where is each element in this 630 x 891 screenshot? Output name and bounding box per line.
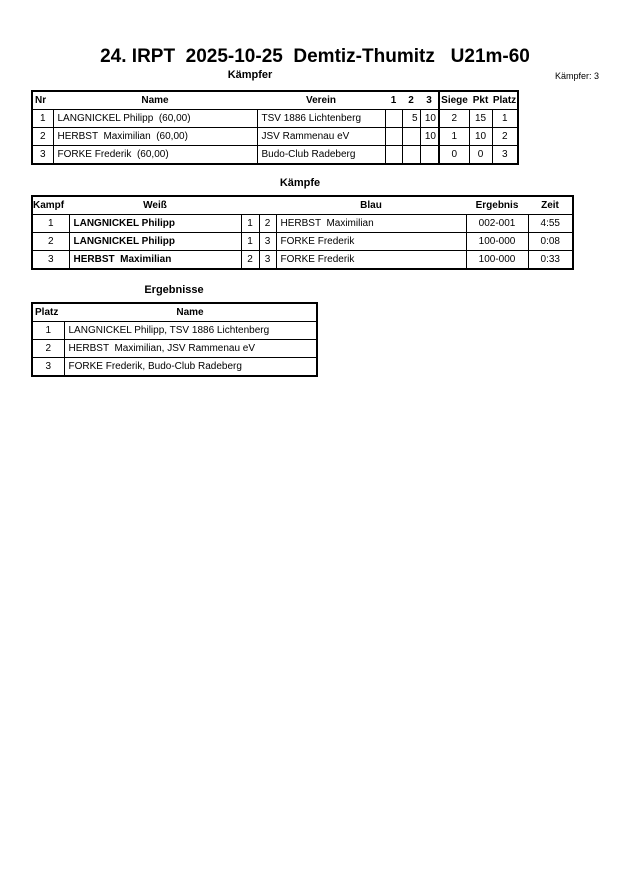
table-header: Kampf Weiß Blau Ergebnis Zeit [32, 196, 573, 215]
weiss: LANGNICKEL Philipp [68, 214, 242, 233]
nr: 2 [31, 127, 54, 146]
table-header: Nr Name Verein 1 2 3 Siege Pkt Platz [32, 91, 518, 110]
siege: 2 [438, 109, 470, 128]
name: LANGNICKEL Philipp, TSV 1886 Lichtenberg [63, 321, 318, 340]
kampf: 3 [31, 250, 70, 270]
fighter-count: Kämpfer: 3 [554, 71, 599, 81]
results-heading: Ergebnisse [144, 284, 204, 296]
score-1 [384, 109, 403, 128]
ergebnis: 100-000 [465, 232, 529, 251]
table-row: 1 LANGNICKEL Philipp 1 2 HERBST Maximilian 00… [31, 214, 574, 233]
col-2: 2 [402, 91, 420, 110]
pkt: 0 [468, 145, 493, 165]
col-nr: Nr [32, 91, 53, 110]
col-platz: Platz [32, 303, 64, 322]
name: FORKE Frederik, Budo-Club Radeberg [63, 357, 318, 377]
name: HERBST Maximilian, JSV Rammenau eV [63, 339, 318, 358]
table-header: Platz Name [32, 303, 317, 322]
score-3: 10 [419, 127, 440, 146]
score-1 [384, 145, 403, 165]
weiss-nr: 1 [240, 232, 260, 251]
siege: 0 [438, 145, 470, 165]
name: HERBST Maximilian (60,00) [52, 127, 258, 146]
table-row: 3 HERBST Maximilian 2 3 FORKE Frederik 100-00… [31, 250, 574, 270]
col-ergebnis: Ergebnis [466, 196, 528, 215]
platz: 3 [491, 145, 519, 165]
blau-nr: 2 [258, 214, 277, 233]
table-row: 1 LANGNICKEL Philipp, TSV 1886 Lichtenber… [31, 321, 318, 340]
weiss: HERBST Maximilian [68, 250, 242, 270]
nr: 1 [31, 109, 54, 128]
col-name: Name [53, 91, 257, 110]
fighters-heading: Kämpfer [227, 69, 273, 81]
zeit: 0:08 [527, 232, 574, 251]
table-row: 1 LANGNICKEL Philipp (60,00) TSV 1886 Lich… [31, 109, 519, 128]
name: FORKE Frederik (60,00) [52, 145, 258, 165]
platz: 1 [31, 321, 65, 340]
col-pkt: Pkt [469, 91, 492, 110]
blau-nr: 3 [258, 250, 277, 270]
table-row: 2 LANGNICKEL Philipp 1 3 FORKE Frederik 100-0… [31, 232, 574, 251]
table-row: 2 HERBST Maximilian (60,00) JSV Rammenau e… [31, 127, 519, 146]
blau-nr: 3 [258, 232, 277, 251]
table-row: 3 FORKE Frederik (60,00) Budo-Club Radeber… [31, 145, 519, 165]
col-name: Name [64, 303, 317, 322]
score-2 [401, 127, 421, 146]
zeit: 0:33 [527, 250, 574, 270]
verein: JSV Rammenau eV [256, 127, 386, 146]
weiss-nr: 2 [240, 250, 260, 270]
results-table: Platz Name 1 LANGNICKEL Philipp, TSV 1886… [31, 302, 318, 377]
platz: 3 [31, 357, 65, 377]
platz: 1 [491, 109, 519, 128]
col-siege: Siege [438, 91, 469, 110]
col-kampf: Kampf [32, 196, 69, 215]
col-verein: Verein [257, 91, 385, 110]
blau: FORKE Frederik [275, 232, 467, 251]
table-row: 3 FORKE Frederik, Budo-Club Radeberg [31, 357, 318, 377]
pkt: 15 [468, 109, 493, 128]
ergebnis: 002-001 [465, 214, 529, 233]
platz: 2 [491, 127, 519, 146]
blau: FORKE Frederik [275, 250, 467, 270]
col-3: 3 [420, 91, 439, 110]
col-zeit: Zeit [528, 196, 573, 215]
ergebnis: 100-000 [465, 250, 529, 270]
col-platz: Platz [492, 91, 518, 110]
score-2 [401, 145, 421, 165]
score-3: 10 [419, 109, 440, 128]
fighters-table: Nr Name Verein 1 2 3 Siege Pkt Platz 1 LA… [31, 90, 519, 165]
page-title: 24. IRPT 2025-10-25 Demtiz-Thumitz U21m-… [100, 46, 530, 67]
pkt: 10 [468, 127, 493, 146]
kampf: 1 [31, 214, 70, 233]
col-1: 1 [385, 91, 402, 110]
weiss: LANGNICKEL Philipp [68, 232, 242, 251]
nr: 3 [31, 145, 54, 165]
score-2: 5 [401, 109, 421, 128]
blau: HERBST Maximilian [275, 214, 467, 233]
col-blau: Blau [276, 196, 466, 215]
name: LANGNICKEL Philipp (60,00) [52, 109, 258, 128]
score-1 [384, 127, 403, 146]
weiss-nr: 1 [240, 214, 260, 233]
fights-heading: Kämpfe [279, 177, 321, 189]
zeit: 4:55 [527, 214, 574, 233]
fights-table: Kampf Weiß Blau Ergebnis Zeit 1 LANGNICKE… [31, 195, 574, 270]
verein: Budo-Club Radeberg [256, 145, 386, 165]
platz: 2 [31, 339, 65, 358]
score-3 [419, 145, 440, 165]
table-row: 2 HERBST Maximilian, JSV Rammenau eV [31, 339, 318, 358]
kampf: 2 [31, 232, 70, 251]
col-weiss: Weiß [69, 196, 241, 215]
verein: TSV 1886 Lichtenberg [256, 109, 386, 128]
siege: 1 [438, 127, 470, 146]
